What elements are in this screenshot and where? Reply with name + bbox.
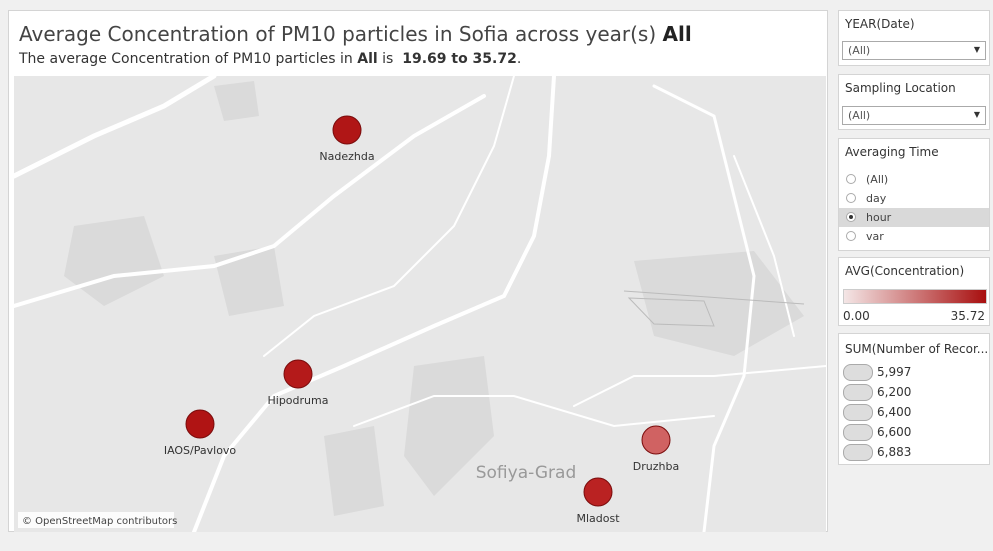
- filter-title: Sampling Location: [845, 81, 956, 95]
- radio-option[interactable]: (All): [839, 170, 989, 189]
- radio-button[interactable]: [846, 174, 856, 184]
- region-label: Sofiya-Grad: [476, 463, 577, 483]
- subtitle-range: 19.69 to 35.72: [402, 51, 517, 67]
- year-filter: YEAR(Date) (All): [838, 10, 990, 66]
- size-label: 6,400: [877, 405, 912, 419]
- stations: Nadezhda Hipodruma IAOS/Pavlovo Druzhba Mlad…: [164, 115, 679, 525]
- station-label: IAOS/Pavlovo: [164, 444, 237, 457]
- station-label: Druzhba: [633, 460, 679, 473]
- map-roads: [14, 76, 826, 532]
- radio-button[interactable]: [846, 231, 856, 241]
- station-label: Nadezhda: [319, 150, 374, 163]
- airport: [623, 290, 805, 327]
- color-legend: AVG(Concentration) 0.00 35.72: [838, 257, 990, 326]
- map-areas: [64, 81, 804, 516]
- size-label: 6,600: [877, 425, 912, 439]
- subtitle-text: .: [516, 51, 522, 67]
- filter-title: Averaging Time: [845, 145, 939, 159]
- title-text: Average Concentration of PM10 particles …: [19, 22, 657, 46]
- subtitle-selection: All: [357, 51, 378, 67]
- station-label: Mladost: [576, 512, 620, 525]
- attribution-box: [18, 512, 174, 528]
- color-ramp: [843, 289, 987, 304]
- size-swatch: [843, 444, 873, 461]
- radio-option[interactable]: var: [839, 227, 989, 246]
- attribution: © OpenStreetMap contributors: [22, 516, 177, 527]
- station-marker[interactable]: [185, 409, 215, 439]
- legend-title: AVG(Concentration): [845, 264, 965, 278]
- radio-button[interactable]: [846, 212, 856, 222]
- size-label: 5,997: [877, 365, 912, 379]
- radio-option[interactable]: day: [839, 189, 989, 208]
- radio-option[interactable]: hour: [839, 208, 989, 227]
- station-marker[interactable]: [332, 115, 362, 145]
- legend-title: SUM(Number of Recor...: [845, 342, 989, 356]
- title: Average Concentration of PM10 particles …: [19, 22, 692, 46]
- option-label: day: [866, 192, 887, 205]
- station-marker[interactable]: [641, 425, 671, 455]
- year-dropdown[interactable]: (All): [842, 41, 986, 60]
- subtitle-text: is: [382, 51, 394, 67]
- location-filter: Sampling Location (All): [838, 74, 990, 130]
- size-legend: SUM(Number of Recor... 5,997 6,200 6,400 6,…: [838, 333, 990, 465]
- subtitle-text: The average Concentration of PM10 partic…: [19, 51, 353, 67]
- radio-dot: [849, 215, 853, 219]
- map: Sofiya-Grad © OpenStreetMap contributors…: [14, 76, 826, 532]
- dashboard-panel: Average Concentration of PM10 particles …: [8, 10, 828, 532]
- size-swatch: [843, 364, 873, 381]
- radio-button[interactable]: [846, 193, 856, 203]
- station-marker[interactable]: [283, 359, 313, 389]
- station-label: Hipodruma: [268, 394, 329, 407]
- averaging-time-filter: Averaging Time (All) day hour var: [838, 138, 990, 251]
- option-label: (All): [866, 173, 889, 186]
- size-swatch: [843, 404, 873, 421]
- station-marker[interactable]: [583, 477, 613, 507]
- legend-max: 35.72: [950, 309, 985, 323]
- filter-title: YEAR(Date): [845, 17, 915, 31]
- legend-min: 0.00: [843, 309, 870, 323]
- size-swatch: [843, 424, 873, 441]
- title-selection: All: [662, 22, 692, 46]
- size-swatch: [843, 384, 873, 401]
- subtitle: The average Concentration of PM10 partic…: [19, 51, 521, 67]
- option-label: var: [866, 230, 884, 243]
- size-label: 6,200: [877, 385, 912, 399]
- option-label: hour: [866, 211, 892, 224]
- size-label: 6,883: [877, 445, 912, 459]
- location-dropdown[interactable]: (All): [842, 106, 986, 125]
